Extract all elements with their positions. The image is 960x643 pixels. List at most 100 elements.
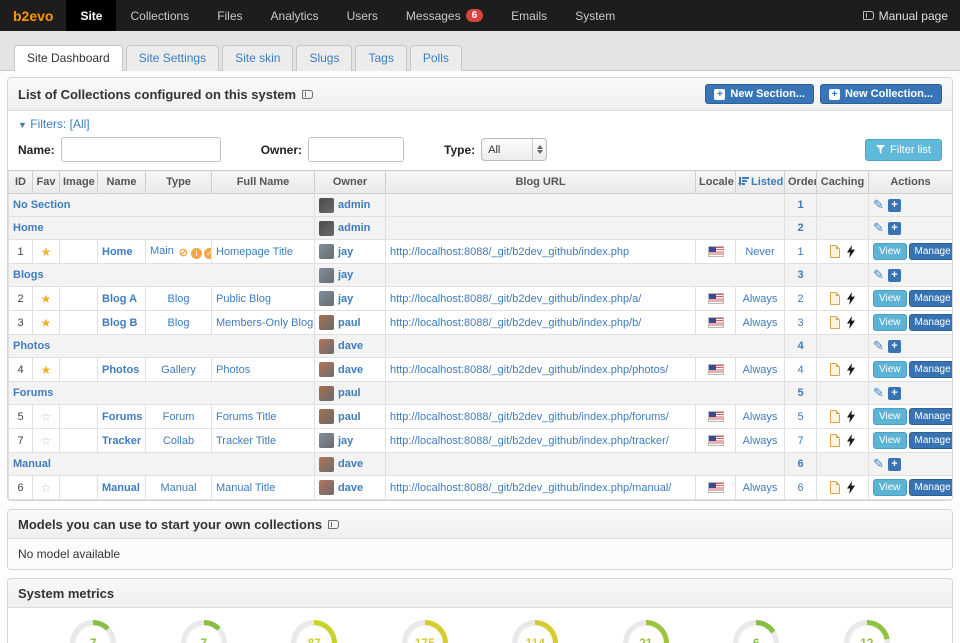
view-button[interactable]: View bbox=[873, 243, 907, 260]
listed-link[interactable]: Never bbox=[745, 246, 774, 258]
owner-link[interactable]: dave bbox=[338, 482, 363, 494]
page-cache-icon[interactable] bbox=[830, 434, 840, 447]
sort-listed-link[interactable]: Listed bbox=[751, 176, 783, 188]
blog-url-link[interactable]: http://localhost:8088/_git/b2dev_github/… bbox=[390, 364, 668, 376]
nav-item-users[interactable]: Users bbox=[333, 0, 392, 31]
locale-flag-icon[interactable] bbox=[708, 246, 724, 257]
collection-name-link[interactable]: Blog A bbox=[102, 293, 137, 305]
add-collection-icon[interactable]: + bbox=[888, 458, 901, 471]
nav-item-site[interactable]: Site bbox=[66, 0, 116, 31]
favorite-star-icon[interactable]: ★ bbox=[41, 316, 52, 330]
owner-link[interactable]: paul bbox=[338, 411, 361, 423]
owner-link[interactable]: admin bbox=[338, 199, 370, 211]
page-cache-icon[interactable] bbox=[830, 481, 840, 494]
order-link[interactable]: 6 bbox=[797, 482, 803, 494]
listed-link[interactable]: Always bbox=[743, 482, 778, 494]
column-header-type[interactable]: Type bbox=[146, 171, 212, 194]
manage-button[interactable]: Manage bbox=[909, 479, 953, 496]
column-header-image[interactable]: Image bbox=[60, 171, 98, 194]
block-cache-icon[interactable] bbox=[847, 292, 855, 305]
order-link[interactable]: 2 bbox=[797, 222, 803, 234]
column-header-id[interactable]: ID bbox=[9, 171, 33, 194]
block-cache-icon[interactable] bbox=[847, 363, 855, 376]
filters-toggle[interactable]: ▼ Filters: [All] bbox=[18, 117, 942, 131]
book-icon[interactable] bbox=[302, 90, 313, 99]
nav-item-analytics[interactable]: Analytics bbox=[257, 0, 333, 31]
locale-flag-icon[interactable] bbox=[708, 293, 724, 304]
book-icon[interactable] bbox=[328, 520, 339, 529]
view-button[interactable]: View bbox=[873, 479, 907, 496]
locale-flag-icon[interactable] bbox=[708, 435, 724, 446]
type-filter-select[interactable]: All bbox=[481, 138, 547, 161]
tab-site-dashboard[interactable]: Site Dashboard bbox=[14, 45, 123, 71]
view-button[interactable]: View bbox=[873, 361, 907, 378]
column-header-full-name[interactable]: Full Name bbox=[212, 171, 315, 194]
locale-flag-icon[interactable] bbox=[708, 411, 724, 422]
order-link[interactable]: 4 bbox=[797, 364, 803, 376]
full-name-link[interactable]: Homepage Title bbox=[216, 246, 293, 258]
collection-name-link[interactable]: Home bbox=[102, 246, 133, 258]
block-cache-icon[interactable] bbox=[847, 316, 855, 329]
blog-url-link[interactable]: http://localhost:8088/_git/b2dev_github/… bbox=[390, 246, 629, 258]
block-cache-icon[interactable] bbox=[847, 410, 855, 423]
nav-item-messages[interactable]: Messages6 bbox=[392, 0, 497, 31]
listed-link[interactable]: Always bbox=[743, 435, 778, 447]
page-cache-icon[interactable] bbox=[830, 292, 840, 305]
add-collection-icon[interactable]: + bbox=[888, 340, 901, 353]
blog-url-link[interactable]: http://localhost:8088/_git/b2dev_github/… bbox=[390, 435, 669, 447]
new-collection-button[interactable]: + New Collection... bbox=[820, 84, 942, 104]
favorite-star-icon[interactable]: ☆ bbox=[41, 410, 52, 424]
blog-url-link[interactable]: http://localhost:8088/_git/b2dev_github/… bbox=[390, 482, 671, 494]
full-name-link[interactable]: Forums Title bbox=[216, 411, 277, 423]
order-link[interactable]: 7 bbox=[797, 435, 803, 447]
section-name-link[interactable]: Home bbox=[13, 222, 44, 234]
block-cache-icon[interactable] bbox=[847, 245, 855, 258]
manage-button[interactable]: Manage bbox=[909, 408, 953, 425]
order-link[interactable]: 1 bbox=[797, 199, 803, 211]
new-section-button[interactable]: + New Section... bbox=[705, 84, 814, 104]
tab-slugs[interactable]: Slugs bbox=[296, 45, 352, 71]
add-collection-icon[interactable]: + bbox=[888, 269, 901, 282]
tab-polls[interactable]: Polls bbox=[410, 45, 462, 71]
column-header-listed[interactable]: Listed bbox=[736, 171, 785, 194]
collection-type-link[interactable]: Collab bbox=[163, 435, 194, 447]
page-cache-icon[interactable] bbox=[830, 363, 840, 376]
listed-link[interactable]: Always bbox=[743, 293, 778, 305]
collection-type-link[interactable]: Manual bbox=[160, 482, 196, 494]
owner-link[interactable]: admin bbox=[338, 222, 370, 234]
order-link[interactable]: 4 bbox=[797, 340, 803, 352]
owner-filter-input[interactable] bbox=[308, 137, 404, 162]
view-button[interactable]: View bbox=[873, 408, 907, 425]
nav-item-collections[interactable]: Collections bbox=[116, 0, 203, 31]
add-collection-icon[interactable]: + bbox=[888, 199, 901, 212]
view-button[interactable]: View bbox=[873, 290, 907, 307]
favorite-star-icon[interactable]: ★ bbox=[41, 363, 52, 377]
tab-tags[interactable]: Tags bbox=[355, 45, 406, 71]
add-collection-icon[interactable]: + bbox=[888, 387, 901, 400]
order-link[interactable]: 5 bbox=[797, 387, 803, 399]
collection-type-link[interactable]: Forum bbox=[163, 411, 195, 423]
owner-link[interactable]: jay bbox=[338, 435, 353, 447]
column-header-locale[interactable]: Locale bbox=[696, 171, 736, 194]
owner-link[interactable]: dave bbox=[338, 364, 363, 376]
column-header-owner[interactable]: Owner bbox=[315, 171, 386, 194]
filters-all-link[interactable]: [All] bbox=[70, 117, 90, 131]
collection-type-link[interactable]: Gallery bbox=[161, 364, 196, 376]
listed-link[interactable]: Always bbox=[743, 317, 778, 329]
block-cache-icon[interactable] bbox=[847, 434, 855, 447]
manage-button[interactable]: Manage bbox=[909, 361, 953, 378]
manage-button[interactable]: Manage bbox=[909, 243, 953, 260]
nav-item-files[interactable]: Files bbox=[203, 0, 256, 31]
owner-link[interactable]: jay bbox=[338, 246, 353, 258]
order-link[interactable]: 1 bbox=[797, 246, 803, 258]
collection-name-link[interactable]: Photos bbox=[102, 364, 139, 376]
view-button[interactable]: View bbox=[873, 314, 907, 331]
edit-icon[interactable]: ✎ bbox=[873, 267, 884, 282]
block-cache-icon[interactable] bbox=[847, 481, 855, 494]
full-name-link[interactable]: Public Blog bbox=[216, 293, 271, 305]
tab-site-settings[interactable]: Site Settings bbox=[126, 45, 219, 71]
tab-site-skin[interactable]: Site skin bbox=[222, 45, 293, 71]
full-name-link[interactable]: Photos bbox=[216, 364, 250, 376]
order-link[interactable]: 2 bbox=[797, 293, 803, 305]
section-name-link[interactable]: Photos bbox=[13, 340, 50, 352]
